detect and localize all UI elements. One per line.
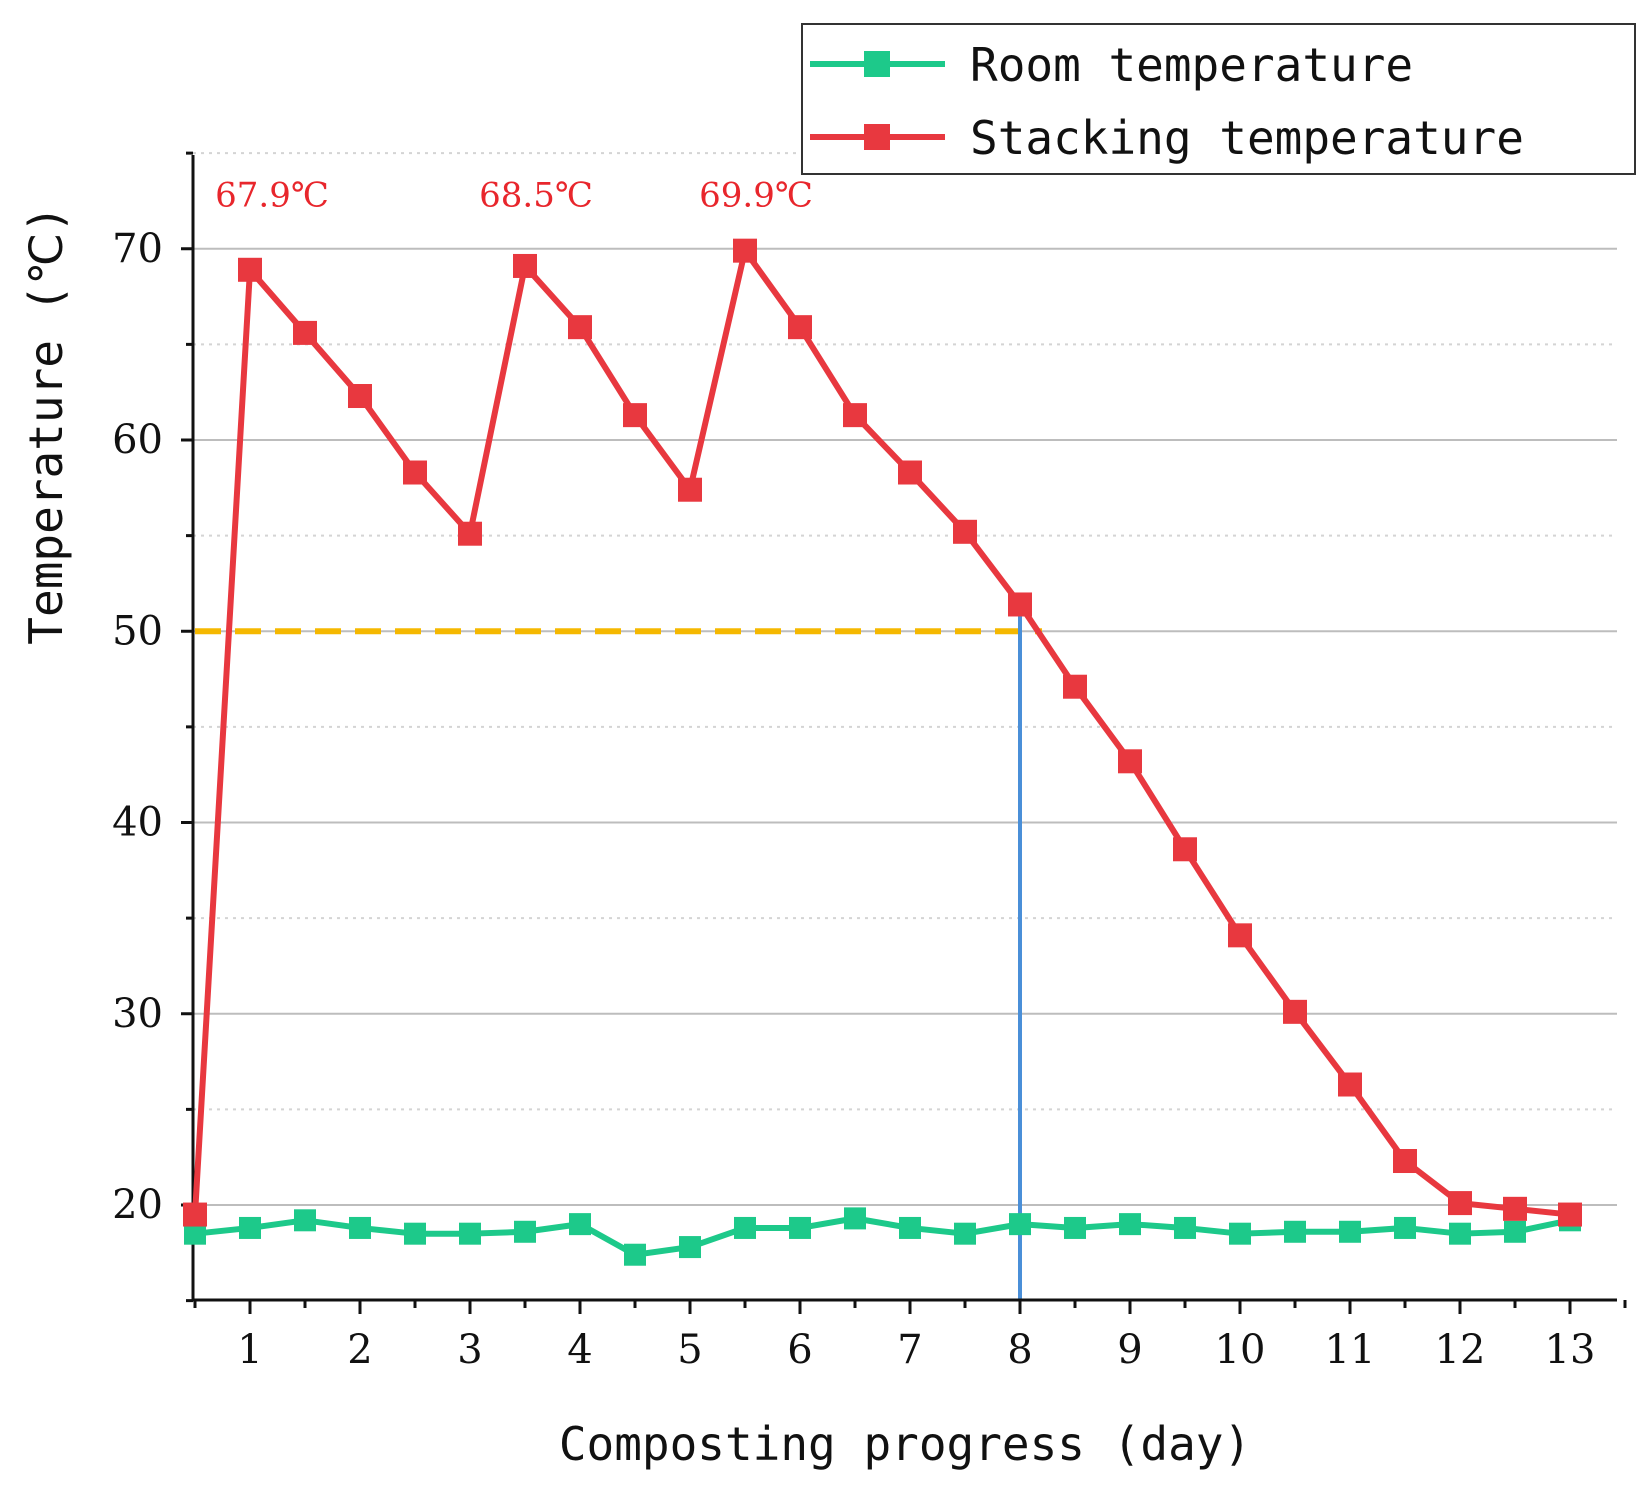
stacking-temperature-point [458, 521, 482, 546]
stacking-temperature-point [898, 460, 922, 485]
legend-room-marker [864, 51, 890, 77]
room-temperature-point [679, 1236, 701, 1259]
peak-label: 68.5℃ [479, 176, 593, 216]
peak-annotations: 67.9℃ 68.5℃ 69.9℃ [215, 176, 813, 216]
room-temperature-line [194, 1215, 1571, 1258]
room-temperature-point [569, 1213, 591, 1236]
room-temperature-point [624, 1243, 646, 1266]
stacking-temperature-point [788, 315, 812, 340]
room-temperature-point [404, 1222, 426, 1245]
stacking-temperature-point [1008, 592, 1032, 617]
room-temperature-point [459, 1222, 481, 1245]
room-temperature-point [1064, 1216, 1086, 1239]
stacking-temperature-point [1228, 923, 1252, 948]
stacking-temperature-point [238, 257, 262, 282]
y-tick-label: 50 [112, 608, 163, 654]
x-tick-label: 6 [787, 1327, 812, 1373]
legend-room-label: Room temperature [970, 38, 1413, 92]
x-tick-label: 1 [237, 1327, 262, 1373]
x-tick-label: 3 [457, 1327, 482, 1373]
room-temperature-point [899, 1216, 921, 1239]
stacking-temperature-point [568, 315, 592, 340]
stacking-temperature-point [678, 477, 702, 502]
room-temperature-series [184, 1207, 1581, 1266]
stacking-temperature-point [1448, 1191, 1472, 1216]
room-temperature-point [1009, 1213, 1031, 1236]
stacking-temperature-point [1283, 999, 1307, 1024]
x-tick-label: 2 [347, 1327, 372, 1373]
room-temperature-point [1119, 1213, 1141, 1236]
y-tick-label: 70 [112, 226, 163, 272]
stacking-temperature-point [293, 320, 317, 345]
stacking-temperature-point [953, 519, 977, 544]
y-axis-title: Temperature (℃) [19, 205, 73, 644]
legend-stack-marker [864, 124, 890, 150]
stacking-temperature-point [183, 1202, 207, 1227]
room-temperature-point [514, 1220, 536, 1243]
peak-label: 67.9℃ [215, 176, 329, 216]
room-temperature-point [1284, 1220, 1306, 1243]
peak-label: 69.9℃ [699, 176, 813, 216]
room-temperature-point [1449, 1222, 1471, 1245]
x-tick-label: 13 [1545, 1327, 1596, 1373]
room-temperature-point [294, 1209, 316, 1232]
legend-box [801, 23, 1636, 175]
room-temperature-point [1174, 1216, 1196, 1239]
stacking-temperature-point [623, 403, 647, 428]
stacking-temperature-point [1558, 1202, 1582, 1227]
stacking-temperature-line [192, 247, 1571, 1218]
stacking-temperature-point [1503, 1196, 1527, 1221]
reference-lines [195, 604, 1042, 1300]
stacking-temperature-point [733, 238, 757, 263]
x-tick-label: 7 [897, 1327, 922, 1373]
stacking-temperature-point [513, 253, 537, 278]
x-tick-label: 8 [1007, 1327, 1032, 1373]
x-tick-label: 10 [1215, 1327, 1266, 1373]
x-axis-title: Composting progress (day) [559, 1417, 1251, 1471]
legend-stack-label: Stacking temperature [970, 111, 1524, 165]
stacking-temperature-point [1118, 749, 1142, 774]
stacking-temperature-point [403, 460, 427, 485]
x-tick-label: 5 [677, 1327, 702, 1373]
legend: Room temperature Stacking temperature [801, 23, 1636, 175]
y-tick-label: 30 [112, 991, 163, 1037]
series-layer [183, 238, 1582, 1266]
grid-lines [193, 152, 1617, 1206]
x-tick-label: 4 [567, 1327, 592, 1373]
stacking-temperature-point [1338, 1072, 1362, 1097]
room-temperature-point [954, 1222, 976, 1245]
room-temperature-point [239, 1216, 261, 1239]
stacking-temperature-point [1173, 837, 1197, 862]
stacking-temperature-point [1393, 1149, 1417, 1174]
y-tick-label: 60 [112, 417, 163, 463]
room-temperature-point [349, 1216, 371, 1239]
room-temperature-point [1229, 1222, 1251, 1245]
room-temperature-point [1339, 1220, 1361, 1243]
room-temperature-point [1394, 1216, 1416, 1239]
stacking-temperature-point [348, 384, 372, 409]
y-tick-label: 40 [112, 800, 163, 846]
x-tick-label: 12 [1435, 1327, 1486, 1373]
stacking-temperature-point [1063, 674, 1087, 699]
room-temperature-point [844, 1207, 866, 1230]
stacking-temperature-point [843, 403, 867, 428]
room-temperature-point [789, 1216, 811, 1239]
room-temperature-point [734, 1216, 756, 1239]
stacking-temperature-series [183, 238, 1582, 1227]
x-tick-label: 9 [1117, 1327, 1142, 1373]
y-tick-label: 20 [112, 1182, 163, 1228]
room-temperature-point [1504, 1220, 1526, 1243]
room-temperature-point [184, 1222, 206, 1245]
x-tick-label: 11 [1325, 1327, 1376, 1373]
